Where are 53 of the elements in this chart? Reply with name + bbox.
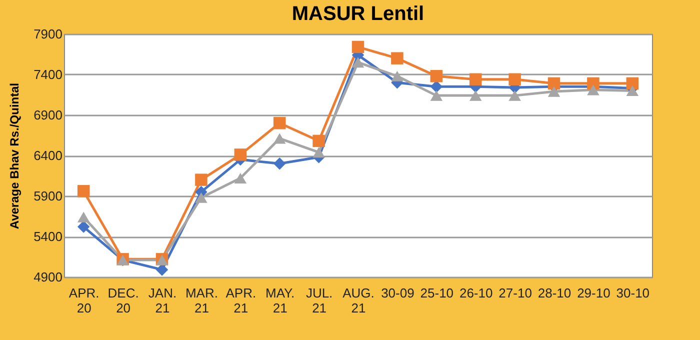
x-tick-label: JAN. 21: [148, 286, 177, 316]
point: [312, 146, 325, 158]
y-tick-label: 6400: [34, 148, 62, 163]
point: [548, 77, 560, 90]
point: [312, 134, 325, 148]
point: [77, 212, 90, 222]
point: [156, 264, 168, 276]
point: [391, 52, 404, 64]
x-tick-label: AUG. 21: [342, 286, 374, 316]
x-tick-label: 27-10: [498, 286, 532, 300]
point: [508, 90, 521, 101]
point: [234, 172, 247, 184]
point: [626, 85, 639, 96]
point: [195, 192, 208, 203]
point: [352, 57, 364, 68]
point: [469, 73, 482, 86]
x-tick-label: 25-10: [420, 286, 454, 300]
y-tick-label: 4900: [34, 270, 62, 284]
point: [587, 84, 600, 96]
x-tick-label: 29-10: [577, 286, 610, 300]
point: [391, 70, 404, 82]
point: [195, 174, 208, 186]
point: [77, 185, 90, 198]
point: [273, 116, 286, 130]
y-tick-label: 6900: [34, 108, 62, 122]
point: [273, 133, 286, 144]
point: [469, 90, 482, 101]
x-tick-label: 30-09: [381, 286, 414, 300]
x-tick-label: MAY. 21: [266, 286, 295, 316]
point: [430, 70, 443, 82]
point: [548, 86, 560, 97]
x-tick-label: 28-10: [538, 286, 572, 300]
chart-title: MASUR Lentil: [292, 3, 424, 25]
y-tick-label: 7900: [34, 26, 62, 42]
point: [234, 148, 247, 161]
point: [508, 73, 521, 86]
x-tick-label: DEC. 20: [108, 286, 139, 316]
x-tick-label: APR. 21: [226, 286, 256, 316]
point: [587, 77, 600, 90]
point: [430, 80, 443, 93]
point: [273, 157, 286, 170]
point: [352, 40, 364, 54]
x-tick-label: MAR. 21: [185, 286, 218, 316]
y-tick-label: 7400: [34, 67, 62, 82]
y-axis-title: Average Bhav Rs./Quintal: [8, 82, 22, 230]
x-tick-label: JUL. 21: [306, 286, 333, 316]
y-tick-label: 5400: [34, 229, 62, 244]
point: [77, 220, 90, 233]
y-tick-label: 5900: [34, 188, 62, 204]
point: [430, 90, 443, 101]
x-tick-label: 30-10: [616, 286, 650, 300]
x-tick-label: 26-10: [459, 286, 493, 300]
x-tick-label: APR. 20: [68, 286, 100, 316]
